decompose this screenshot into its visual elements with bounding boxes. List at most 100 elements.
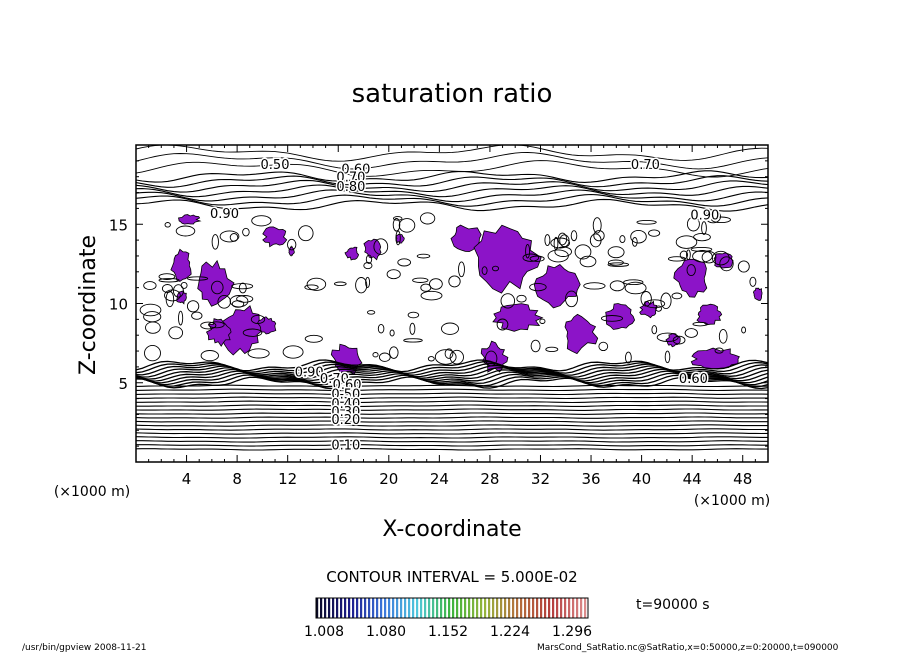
contour-line xyxy=(178,310,184,326)
colorbar-tick-label: 1.224 xyxy=(490,624,530,640)
colorbar-stripes xyxy=(316,598,587,618)
contour-line xyxy=(539,318,546,324)
contour-line xyxy=(135,374,769,388)
colorbar-stripe xyxy=(564,598,567,618)
x-tick-label: 8 xyxy=(232,470,242,488)
colorbar-stripe xyxy=(444,598,447,618)
colorbar-stripe xyxy=(504,598,507,618)
contour-line xyxy=(609,280,625,292)
contour-line xyxy=(449,349,464,365)
contour-line xyxy=(191,311,203,320)
colorbar-stripe xyxy=(352,598,355,618)
colorbar-stripe xyxy=(400,598,403,618)
contour-line xyxy=(333,281,347,287)
contour-label: 0.50 xyxy=(331,388,360,403)
x-tick-label: 4 xyxy=(182,470,192,488)
contour-line xyxy=(651,325,658,335)
x-unit-label-right: (×1000 m) xyxy=(694,493,770,509)
supersaturated-region xyxy=(257,316,277,335)
contour-line xyxy=(624,281,647,295)
contour-line xyxy=(749,276,757,287)
contour-line xyxy=(623,279,644,286)
colorbar-stripe xyxy=(536,598,539,618)
contour-line xyxy=(139,303,162,317)
contour-line xyxy=(481,266,488,275)
supersaturated-region xyxy=(696,303,723,326)
colorbar-stripe xyxy=(320,598,323,618)
x-tick-label: 36 xyxy=(581,470,600,488)
contour-line xyxy=(686,249,691,261)
contour-line xyxy=(247,348,270,359)
colorbar-stripe xyxy=(484,598,487,618)
supersaturated-region xyxy=(170,248,192,282)
colorbar-stripe xyxy=(468,598,471,618)
x-tick-label: 28 xyxy=(480,470,499,488)
contour-line xyxy=(397,258,412,267)
contour-line xyxy=(692,250,713,263)
contour-line xyxy=(168,326,184,340)
x-tick-label: 12 xyxy=(278,470,297,488)
contour-line xyxy=(251,215,272,227)
contour-label: 0.70 xyxy=(631,158,660,173)
colorbar-stripe xyxy=(580,598,583,618)
colorbar-stripe xyxy=(560,598,563,618)
colorbar-stripe xyxy=(500,598,503,618)
contour-line xyxy=(136,440,768,443)
contour-line xyxy=(667,256,686,262)
supersaturated-region xyxy=(492,303,544,332)
plot-area: 0.50 0.600.700.800.700.90 0.900.900.700.60… xyxy=(135,144,769,463)
x-unit-label-left: (×1000 m) xyxy=(54,484,130,500)
y-tick-label: 15 xyxy=(109,216,128,234)
contour-line xyxy=(485,350,498,367)
colorbar-stripe xyxy=(584,598,587,618)
colorbar-stripe xyxy=(428,598,431,618)
contour-line xyxy=(636,219,657,225)
contour-label: 0.90 xyxy=(210,207,239,222)
contour-line xyxy=(363,262,373,270)
colorbar-stripe xyxy=(512,598,515,618)
contour-line xyxy=(161,284,173,293)
contour-line xyxy=(593,230,605,242)
contour-line xyxy=(631,237,638,247)
colorbar-tick-labels: 1.008 1.080 1.152 1.224 1.296 xyxy=(304,624,592,640)
colorbar-tick-label: 1.080 xyxy=(366,624,406,640)
contour-line xyxy=(434,349,457,365)
contour-line xyxy=(135,428,768,431)
contour-line xyxy=(574,244,592,260)
colorbar-stripe xyxy=(508,598,511,618)
colorbar-stripe xyxy=(532,598,535,618)
contour-line xyxy=(701,251,717,264)
contour-line xyxy=(664,350,671,364)
contour-line xyxy=(711,250,730,266)
contour-line xyxy=(175,225,196,237)
contour-line xyxy=(145,321,161,334)
supersaturated-region xyxy=(197,259,235,307)
contour-line xyxy=(377,323,385,334)
contour-line xyxy=(711,216,731,224)
contour-line xyxy=(135,189,769,203)
colorbar-stripe xyxy=(412,598,415,618)
colorbar-stripe xyxy=(392,598,395,618)
contour-label: 0.70 xyxy=(336,171,365,186)
colorbar-stripe xyxy=(336,598,339,618)
contour-line xyxy=(525,243,531,259)
contour-line xyxy=(135,392,769,396)
contour-line xyxy=(282,345,304,359)
contour-label: 0.50 xyxy=(261,158,290,173)
contour-line xyxy=(135,384,768,388)
contour-line xyxy=(135,408,768,411)
colorbar-stripe xyxy=(552,598,555,618)
colorbar-stripe xyxy=(540,598,543,618)
contour-line xyxy=(135,432,769,435)
contour-line xyxy=(648,229,661,237)
contour-line xyxy=(448,275,461,288)
contour-line xyxy=(583,282,606,290)
contour-line xyxy=(366,310,376,315)
contour-label: 0.60 xyxy=(679,372,708,387)
supersaturated-region xyxy=(262,226,288,248)
contour-line xyxy=(458,261,465,278)
colorbar-stripe xyxy=(364,598,367,618)
contour-line xyxy=(143,281,157,291)
contour-line xyxy=(701,221,707,235)
supersaturated-region xyxy=(713,252,734,269)
